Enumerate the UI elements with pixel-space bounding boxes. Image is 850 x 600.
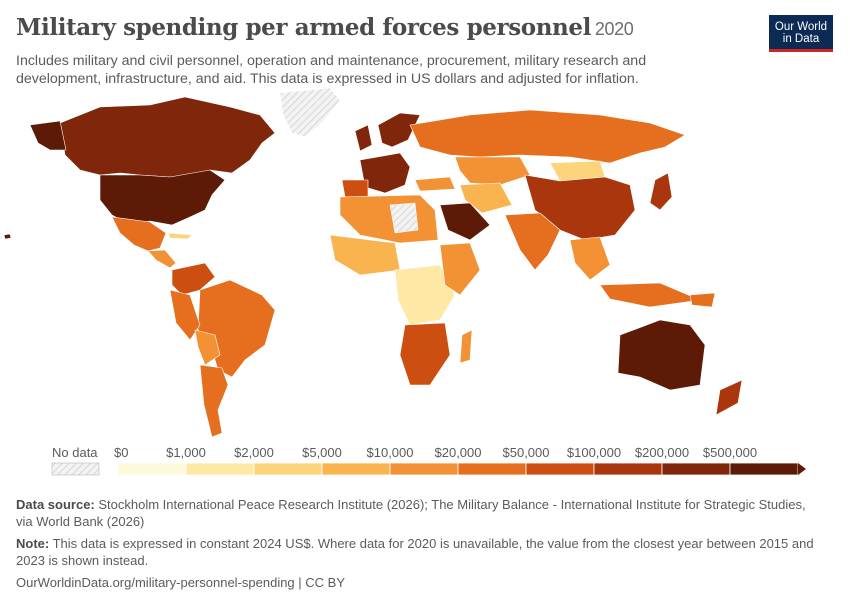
- bolivia-paraguay[interactable]: [194, 329, 221, 366]
- madagascar[interactable]: [459, 329, 473, 364]
- legend-arrow-icon: [798, 463, 806, 475]
- source-url-link[interactable]: OurWorldinData.org/military-personnel-sp…: [16, 575, 345, 590]
- canada[interactable]: [59, 96, 276, 178]
- legend-bin-label: $100,000: [567, 445, 621, 460]
- brazil[interactable]: [197, 279, 276, 378]
- libya[interactable]: [389, 202, 419, 234]
- united-kingdom[interactable]: [354, 124, 373, 152]
- legend-bin-swatch[interactable]: [321, 462, 391, 476]
- greenland[interactable]: [279, 87, 341, 138]
- legend-bin-swatch[interactable]: [525, 462, 595, 476]
- central-america[interactable]: [147, 249, 177, 269]
- central-asia[interactable]: [454, 156, 531, 186]
- legend-bin-swatch[interactable]: [457, 462, 527, 476]
- source-label: Data source:: [16, 497, 95, 512]
- legend-bin-swatch[interactable]: [253, 462, 323, 476]
- legend-bin-label: $1,000: [166, 445, 206, 460]
- russia[interactable]: [409, 109, 686, 164]
- papua-new-guinea[interactable]: [689, 292, 716, 308]
- legend-bin-swatch[interactable]: [185, 462, 255, 476]
- alaska-usa[interactable]: [29, 120, 67, 151]
- legend-bin-swatch[interactable]: [389, 462, 459, 476]
- new-zealand[interactable]: [715, 379, 743, 416]
- legend-no-data-label: No data: [52, 445, 98, 460]
- cuba[interactable]: [167, 232, 193, 240]
- north-africa[interactable]: [339, 194, 439, 244]
- legend-bin-label: $10,000: [367, 445, 414, 460]
- legend-bin-swatch[interactable]: [117, 462, 187, 476]
- legend-bin-label: $5,000: [302, 445, 342, 460]
- turkey[interactable]: [414, 176, 456, 192]
- southeast-asia[interactable]: [569, 236, 611, 281]
- chart-subtitle: Includes military and civil personnel, o…: [16, 53, 647, 87]
- legend-bin-swatch[interactable]: [593, 462, 663, 476]
- legend-bin-label: $20,000: [435, 445, 482, 460]
- mexico[interactable]: [111, 216, 167, 252]
- spain[interactable]: [341, 179, 369, 198]
- legend-bin-swatch[interactable]: [661, 462, 731, 476]
- indonesia[interactable]: [599, 282, 701, 308]
- iran[interactable]: [459, 182, 513, 214]
- australia[interactable]: [617, 319, 706, 391]
- chart-title: Military spending per armed forces perso…: [16, 14, 634, 41]
- source-text: Stockholm International Peace Research I…: [16, 497, 806, 529]
- world-map[interactable]: [0, 85, 850, 445]
- legend-no-data-swatch[interactable]: [51, 462, 100, 476]
- peru-ecuador[interactable]: [169, 289, 201, 341]
- legend-bin-label: $50,000: [503, 445, 550, 460]
- india[interactable]: [504, 212, 561, 271]
- legend-bin-label: $2,000: [234, 445, 274, 460]
- scandinavia[interactable]: [377, 112, 421, 148]
- owid-logo[interactable]: Our World in Data: [769, 15, 833, 52]
- legend-bin-swatch[interactable]: [729, 462, 799, 476]
- east-africa[interactable]: [439, 242, 481, 296]
- legend-bin-label: $200,000: [635, 445, 689, 460]
- united-states[interactable]: [99, 169, 226, 226]
- west-africa[interactable]: [329, 234, 401, 276]
- footer: Data source: Stockholm International Pea…: [16, 497, 816, 598]
- title-year: 2020: [594, 19, 634, 39]
- hawaii[interactable]: [3, 233, 12, 240]
- central-africa[interactable]: [394, 264, 456, 326]
- legend-bin-label: $500,000: [703, 445, 757, 460]
- saudi-arabia[interactable]: [439, 202, 491, 241]
- note-label: Note:: [16, 536, 50, 551]
- japan[interactable]: [649, 172, 673, 211]
- note-text: This data is expressed in constant 2024 …: [16, 536, 814, 568]
- color-legend: No data $0 $1,000 $2,000 $5,000 $10,000 $20,0…: [51, 445, 806, 476]
- argentina-chile[interactable]: [199, 364, 229, 438]
- southern-africa[interactable]: [399, 322, 451, 386]
- legend-bin-label: $0: [114, 445, 128, 460]
